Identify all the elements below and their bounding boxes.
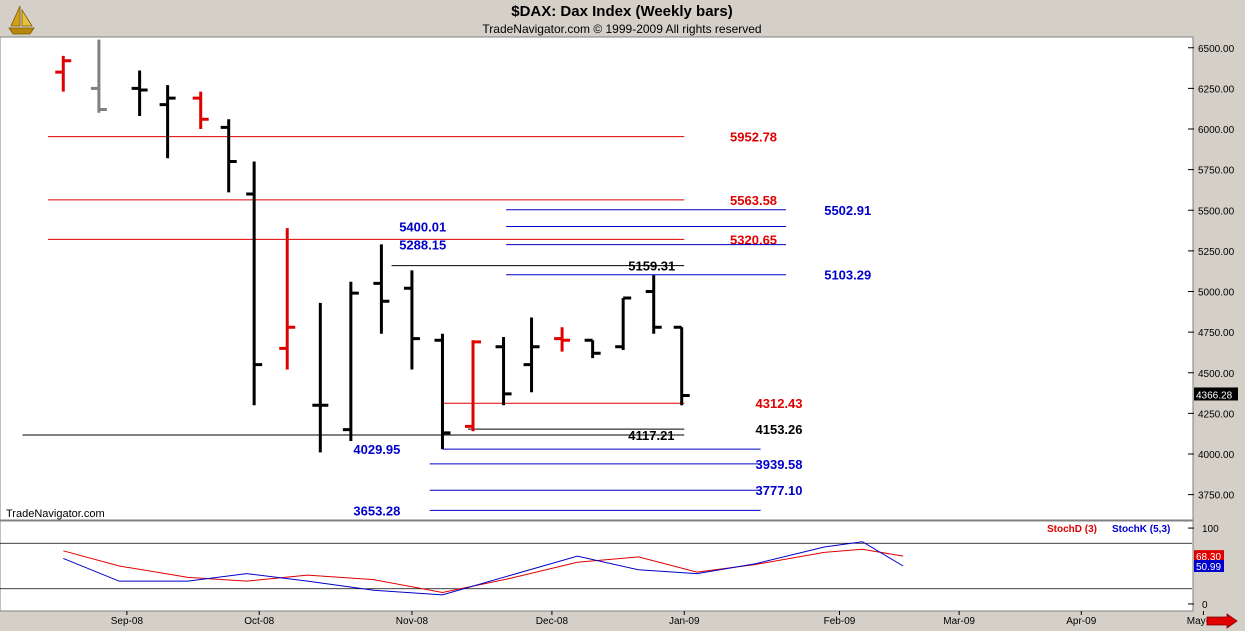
time-tick-label: Mar-09 [943,616,975,627]
level-label: 5159.31 [628,259,675,274]
time-tick-label: Sep-08 [111,616,144,627]
price-bars [55,39,690,453]
price-levels: 5952.78 5563.58 5320.65 5502.91 5400.01 5288.… [22,130,871,518]
watermark: TradeNavigator.com [6,508,105,520]
price-tick-label: 5250.00 [1198,247,1235,258]
level-label: 5103.29 [824,268,871,283]
price-tick-label: 3750.00 [1198,491,1235,502]
right-arrow-icon[interactable] [1206,613,1238,629]
chart-subtitle: TradeNavigator.com © 1999-2009 All right… [482,22,761,36]
level-label: 5400.01 [399,219,446,234]
price-tick-label: 5750.00 [1198,166,1235,177]
price-tick-label: 4000.00 [1198,450,1235,461]
level-label: 5502.91 [824,203,871,218]
level-label: 4153.26 [756,422,803,437]
last-price-box [1194,387,1238,401]
stoch-tick-label: 100 [1202,524,1219,535]
level-label: 4117.21 [628,428,674,443]
level-label: 5320.65 [730,232,777,247]
stoch-d-last-box [1194,550,1224,563]
time-tick-label: May-09 [1187,616,1221,627]
price-panel [0,36,1194,521]
price-tick-label: 6000.00 [1198,125,1235,136]
stoch-k-last-box [1194,560,1224,572]
level-label: 3939.58 [756,457,803,472]
level-label: 3653.28 [353,503,400,518]
level-label: 5563.58 [730,193,777,208]
stoch-d-label: StochD (3) [1047,524,1097,535]
level-label: 4312.43 [756,396,803,411]
price-tick-label: 5500.00 [1198,206,1235,217]
sailboat-logo-icon[interactable] [8,5,35,35]
time-axis: Sep-08 Oct-08 Nov-08 Dec-08 Jan-09 Feb-09 Mar-… [111,611,1221,627]
time-tick-label: Oct-08 [244,616,274,627]
price-tick-label: 4750.00 [1198,328,1235,339]
level-label: 5288.15 [399,238,446,253]
level-label: 4029.95 [353,442,400,457]
price-tick-label: 6500.00 [1198,44,1235,55]
price-tick-label: 6250.00 [1198,84,1235,95]
time-tick-label: Feb-09 [824,616,856,627]
stoch-d-last-label: 68.30 [1196,552,1221,563]
level-label: 5952.78 [730,130,777,145]
price-tick-label: 5000.00 [1198,288,1235,299]
price-tick-label: 4250.00 [1198,409,1235,420]
time-tick-label: Dec-08 [536,616,569,627]
time-tick-label: Apr-09 [1066,616,1096,627]
price-axis: 6500.00 6250.00 6000.00 5750.00 5500.00 5250.… [1188,44,1238,502]
chart-title: $DAX: Dax Index (Weekly bars) [511,3,732,20]
stochastic-panel [0,520,1194,612]
last-price-label: 4366.28 [1196,390,1233,401]
level-label: 3777.10 [756,483,803,498]
stoch-k-last-label: 50.99 [1196,562,1221,573]
stoch-k-label: StochK (5,3) [1112,524,1170,535]
time-tick-label: Nov-08 [396,616,429,627]
price-tick-label: 4500.00 [1198,369,1235,380]
stoch-k-line [63,541,904,596]
time-tick-label: Jan-09 [669,616,700,627]
stoch-tick-label: 0 [1202,600,1208,611]
